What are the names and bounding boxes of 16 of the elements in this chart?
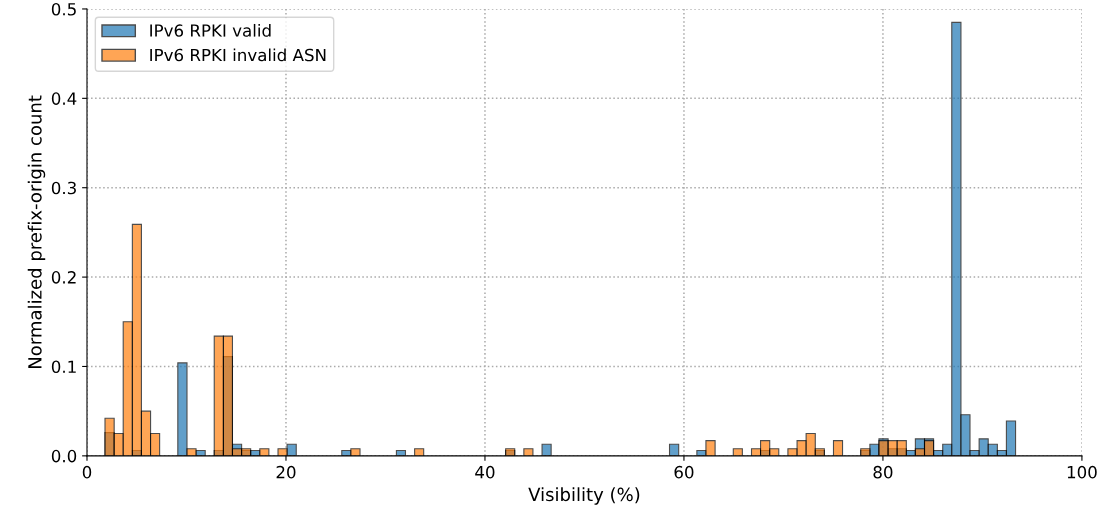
x-tick-label: 0 — [82, 465, 92, 479]
y-tick-label: 0.4 — [51, 92, 77, 105]
x-tick-label: 40 — [475, 465, 495, 479]
y-tick-label: 0.2 — [51, 271, 76, 284]
legend-label: IPv6 RPKI invalid ASN — [150, 48, 326, 62]
y-axis-title: Normalized prefix-origin count — [27, 95, 46, 368]
x-axis-title: Visibility (%) — [528, 487, 640, 505]
y-tick-label: 0.3 — [51, 181, 76, 195]
y-tick-label: 0.1 — [51, 360, 76, 374]
y-tick-label: 0.5 — [51, 2, 76, 16]
x-tick-label: 20 — [276, 465, 296, 479]
x-tick-label: 100 — [1067, 465, 1097, 479]
x-tick-label: 60 — [674, 465, 694, 479]
x-tick-label: 80 — [873, 465, 893, 479]
y-tick-label: 0.0 — [51, 449, 77, 463]
legend-label: IPv6 RPKI valid — [150, 23, 271, 37]
